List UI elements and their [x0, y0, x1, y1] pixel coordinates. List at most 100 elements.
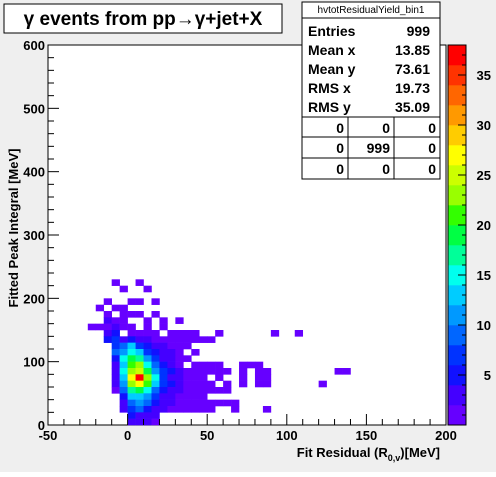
heatmap-cell: [135, 374, 144, 381]
x-tick-label: 50: [200, 428, 214, 443]
heatmap-cell: [215, 374, 224, 381]
z-tick-label: 20: [477, 218, 491, 233]
x-axis-title-main: Fit Residual (R: [297, 445, 389, 460]
heatmap-cell: [151, 349, 160, 356]
heatmap-cell: [334, 368, 343, 375]
heatmap-cell: [119, 285, 128, 293]
heatmap-cell: [175, 336, 184, 343]
heatmap-cell: [111, 323, 120, 331]
color-scale-swatch: [448, 385, 466, 406]
stats-label: Mean y: [308, 61, 356, 77]
color-scale-swatch: [448, 285, 466, 306]
heatmap-cell: [207, 387, 216, 394]
heatmap-cell: [183, 330, 192, 337]
z-tick-label: 35: [477, 68, 491, 83]
heatmap-cell: [119, 387, 128, 394]
stats-value: 35.09: [395, 99, 430, 115]
heatmap-cell: [191, 336, 200, 343]
heatmap-cell: [215, 387, 224, 394]
heatmap-cell: [143, 330, 152, 337]
heatmap-cell: [151, 399, 160, 407]
heatmap-cell: [143, 393, 152, 400]
heatmap-cell: [191, 374, 200, 381]
heatmap-cell: [183, 387, 192, 394]
heatmap-cell: [135, 412, 144, 419]
stats-box-name: hvtotResidualYield_bin1: [318, 5, 425, 16]
heatmap-cell: [119, 393, 128, 400]
heatmap-cell: [175, 368, 184, 375]
x-tick-label: 100: [276, 428, 298, 443]
heatmap-cell: [127, 374, 136, 381]
heatmap-cell: [151, 330, 160, 337]
heatmap-cell: [151, 336, 160, 343]
heatmap-cell: [175, 342, 184, 350]
stats-grid-cell: 999: [367, 140, 391, 156]
stats-box: hvtotResidualYield_bin1 Entries 999 Mean…: [301, 1, 441, 180]
y-tick-label: 0: [38, 418, 45, 433]
heatmap-cell: [135, 418, 144, 426]
heatmap-cell: [119, 304, 128, 312]
heatmap-cell: [119, 355, 128, 362]
heatmap-cell: [183, 393, 192, 400]
heatmap-cell: [342, 368, 351, 375]
heatmap-cell: [254, 380, 264, 388]
color-scale-swatch: [448, 85, 466, 106]
heatmap-cell: [159, 374, 168, 381]
color-scale-swatch: [448, 365, 466, 386]
heatmap-cell: [127, 342, 136, 350]
heatmap-cell: [254, 361, 264, 369]
heatmap-cell: [111, 368, 120, 375]
heatmap-cell: [143, 349, 152, 356]
heatmap-cell: [119, 323, 128, 331]
heatmap-cell: [191, 368, 200, 375]
y-tick-label: 300: [23, 228, 45, 243]
heatmap-cell: [143, 387, 152, 394]
heatmap-cell: [159, 336, 168, 343]
color-scale-swatch: [448, 245, 466, 266]
heatmap-cell: [151, 393, 160, 400]
heatmap-cell: [111, 304, 120, 312]
heatmap-cell: [127, 298, 136, 305]
heatmap-cell: [167, 355, 176, 362]
heatmap-cell: [135, 368, 144, 375]
z-tick-label: 15: [477, 268, 491, 283]
heatmap-cell: [135, 311, 144, 318]
heatmap-cell: [207, 406, 216, 413]
heatmap-cell: [183, 380, 192, 388]
heatmap-cell: [143, 361, 152, 369]
heatmap-cell: [111, 349, 120, 356]
heatmap-cell: [254, 374, 264, 381]
heatmap-cell: [159, 406, 168, 413]
heatmap-cell: [135, 279, 144, 286]
color-scale-swatch: [448, 185, 466, 206]
heatmap-cell: [191, 330, 200, 337]
heatmap-cell: [199, 336, 208, 343]
stats-grid-cell: 0: [336, 120, 344, 136]
heatmap-cell: [111, 279, 120, 286]
heatmap-cell: [143, 406, 152, 413]
heatmap-cell: [207, 399, 216, 407]
stats-value: 73.61: [395, 61, 430, 77]
heatmap-cell: [239, 380, 248, 388]
color-scale-swatch: [448, 125, 466, 146]
heatmap-cell: [159, 361, 168, 369]
heatmap-cell: [183, 342, 192, 350]
heatmap-cell: [135, 387, 144, 394]
heatmap-cell: [199, 368, 208, 375]
heatmap-cell: [175, 393, 184, 400]
heatmap-cell: [151, 298, 160, 305]
heatmap-cell: [167, 374, 176, 381]
color-scale-swatch: [448, 145, 466, 166]
heatmap-cell: [159, 368, 168, 375]
heatmap-cell: [223, 399, 232, 407]
heatmap-cell: [143, 342, 152, 350]
heatmap-cell: [119, 406, 128, 413]
heatmap-cell: [103, 298, 112, 305]
x-axis-title-tail: )[MeV]: [400, 445, 440, 460]
heatmap-cell: [191, 387, 200, 394]
heatmap-cell: [119, 336, 128, 343]
heatmap-cell: [111, 380, 120, 388]
color-scale-swatch: [448, 265, 466, 286]
y-tick-label: 200: [23, 291, 45, 306]
